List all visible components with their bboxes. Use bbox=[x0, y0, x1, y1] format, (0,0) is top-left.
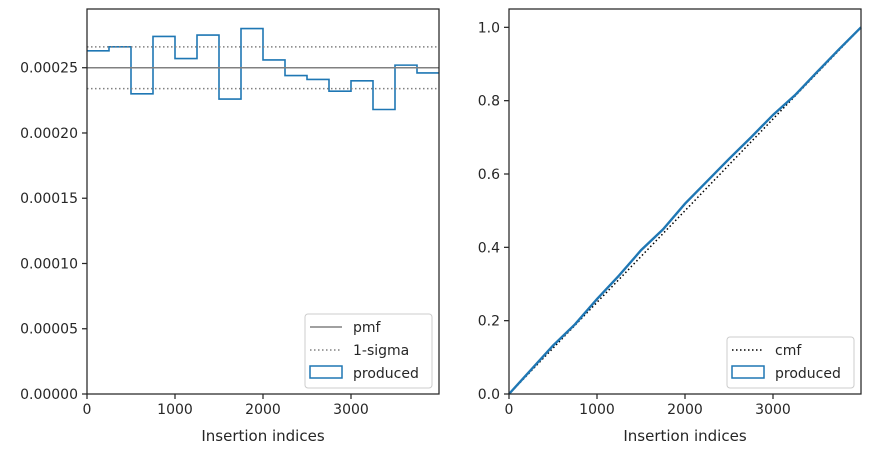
x-tick-label: 1000 bbox=[157, 402, 193, 418]
left-x-axis-label: Insertion indices bbox=[201, 427, 324, 445]
y-tick-label: 0.00010 bbox=[20, 256, 78, 272]
left-y-ticks: 0.00000 0.00005 0.00010 0.00015 0.00020 0.000… bbox=[20, 61, 87, 403]
legend-cmf-label: cmf bbox=[775, 343, 802, 359]
right-y-ticks: 0.0 0.2 0.4 0.6 0.8 1.0 bbox=[478, 20, 509, 403]
y-tick-label: 0.00005 bbox=[20, 322, 78, 338]
y-tick-label: 0.00000 bbox=[20, 387, 78, 403]
right-cumulative-panel: 0 1000 2000 3000 0.0 0.2 0.4 0.6 0.8 1.0 Inserti… bbox=[478, 8, 862, 445]
x-tick-label: 2000 bbox=[667, 402, 703, 418]
right-x-axis-label: Insertion indices bbox=[623, 427, 746, 445]
left-histogram-panel: 0 1000 2000 3000 0.000000.000050.000100.000… bbox=[20, 8, 440, 445]
left-x-ticks: 0 1000 2000 3000 bbox=[83, 394, 369, 418]
left-legend-box bbox=[304, 313, 433, 389]
legend-produced-label: produced bbox=[353, 366, 419, 382]
legend-pmf-label: pmf bbox=[353, 320, 382, 336]
y-tick-label: 0.2 bbox=[478, 314, 500, 330]
left-plot-marks bbox=[87, 27, 439, 111]
right-legend: cmf produced bbox=[726, 336, 855, 389]
right-legend-box bbox=[726, 336, 855, 389]
legend-1-sigma-label: 1-sigma bbox=[353, 343, 409, 359]
x-tick-label: 3000 bbox=[755, 402, 791, 418]
x-tick-label: 1000 bbox=[579, 402, 615, 418]
y-tick-label: 0.6 bbox=[478, 167, 500, 183]
x-tick-label: 0 bbox=[83, 402, 92, 418]
y-tick-label: 1.0 bbox=[478, 20, 500, 36]
y-tick-label: 0.8 bbox=[478, 94, 500, 110]
legend-produced-swatch bbox=[309, 365, 343, 379]
x-tick-label: 0 bbox=[505, 402, 514, 418]
series-produced-step bbox=[87, 27, 439, 111]
left-legend: pmf 1-sigma produced bbox=[304, 313, 433, 389]
y-tick-label: 0.0 bbox=[478, 387, 500, 403]
legend-produced-label: produced bbox=[775, 366, 841, 382]
y-tick-label: 0.00025 bbox=[20, 61, 78, 77]
x-tick-label: 3000 bbox=[333, 402, 369, 418]
series-produced-line bbox=[508, 26, 862, 395]
legend-produced-swatch bbox=[731, 365, 765, 379]
y-tick-label: 0.4 bbox=[478, 240, 500, 256]
right-x-ticks: 0 1000 2000 3000 bbox=[505, 394, 791, 418]
y-tick-label: 0.00020 bbox=[20, 126, 78, 142]
y-tick-label: 0.00015 bbox=[20, 191, 78, 207]
right-plot-marks bbox=[508, 26, 862, 395]
x-tick-label: 2000 bbox=[245, 402, 281, 418]
